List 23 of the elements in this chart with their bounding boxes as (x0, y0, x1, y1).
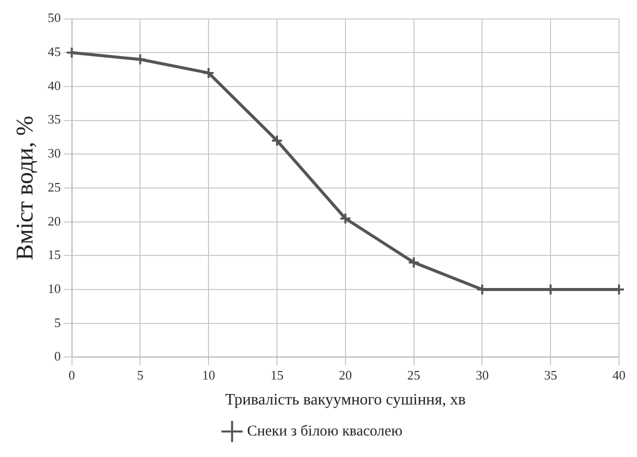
y-tick-label: 20 (48, 213, 61, 228)
x-tick-label: 25 (407, 367, 420, 382)
y-tick-label: 50 (48, 10, 61, 26)
x-tick-label: 5 (136, 367, 144, 382)
y-tick-label: 15 (48, 247, 61, 262)
y-tick-label: 10 (48, 280, 61, 296)
y-tick-label: 25 (48, 179, 61, 194)
y-tick-label: 0 (54, 348, 61, 364)
y-tick-label: 35 (48, 112, 61, 127)
x-axis-title: Тривалість вакуумного сушіння, хв (225, 392, 466, 409)
y-axis-title: Вміст води, % (12, 116, 39, 260)
y-tick-label: 5 (54, 314, 61, 330)
x-tick-label: 30 (476, 367, 489, 382)
x-tick-label: 0 (68, 367, 76, 382)
y-tick-label: 30 (48, 146, 61, 161)
x-tick-label: 35 (544, 367, 558, 382)
x-tick-label: 15 (270, 367, 284, 382)
x-tick-label: 40 (612, 367, 626, 382)
legend-label: Снеки з білою квасолею (247, 423, 402, 440)
y-tick-label: 45 (48, 44, 61, 60)
x-tick-label: 10 (202, 367, 216, 382)
x-tick-label: 20 (338, 367, 352, 382)
y-tick-label: 40 (48, 78, 61, 93)
